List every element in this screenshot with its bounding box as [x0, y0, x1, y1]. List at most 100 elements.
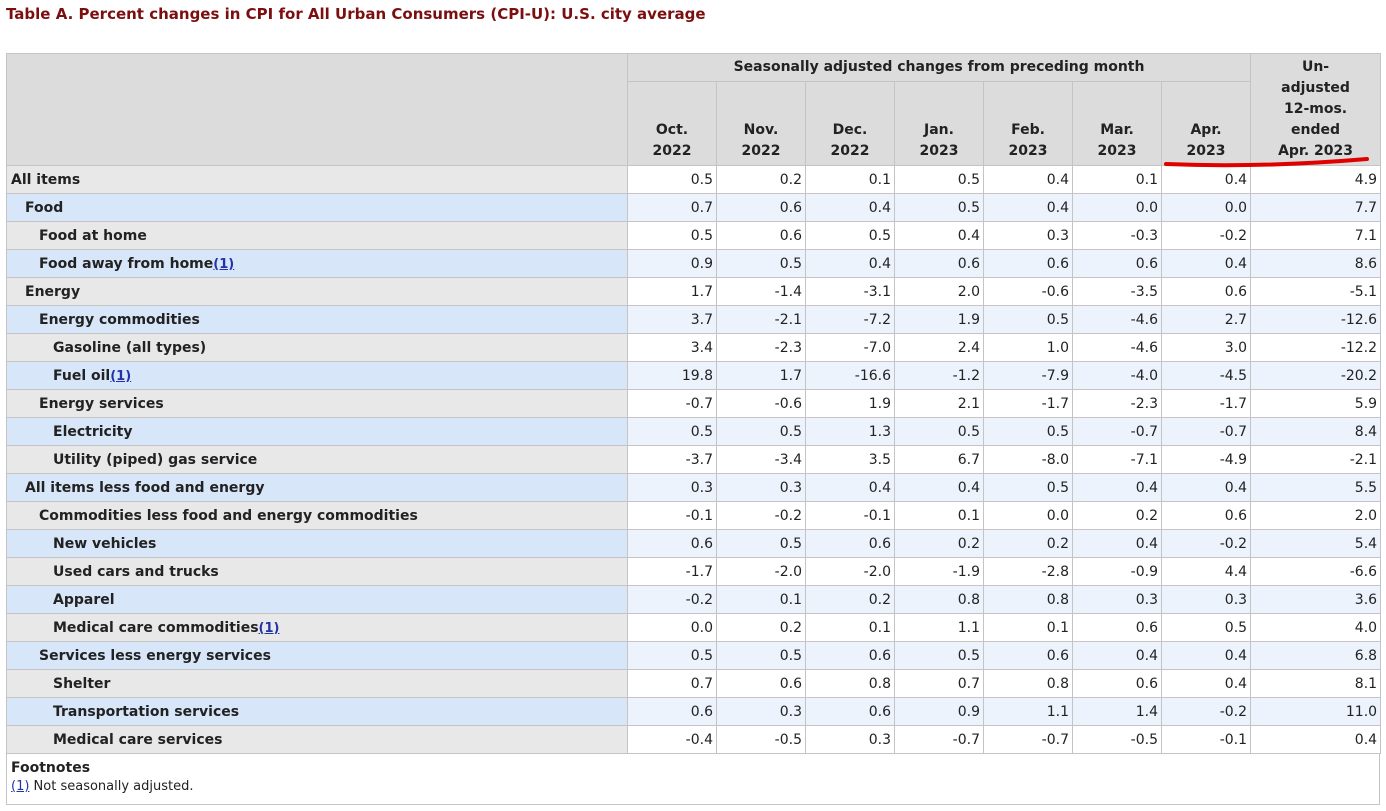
cell-value: 1.4 [1072, 697, 1162, 726]
cell-value: 0.2 [983, 529, 1073, 558]
cell-value: 0.5 [716, 641, 806, 670]
cell-value: 0.6 [805, 641, 895, 670]
cell-value: -4.9 [1160, 445, 1252, 474]
month-header: Apr. 2023 [1160, 81, 1252, 166]
cell-value: 0.3 [627, 473, 717, 502]
cell-value: -0.2 [716, 501, 806, 530]
cell-value: 6.7 [894, 445, 984, 474]
cell-value: -7.2 [805, 305, 895, 334]
cell-value: 0.8 [983, 669, 1073, 698]
unadjusted-header: Un-adjusted 12-mos. ended Apr. 2023 [1250, 53, 1382, 166]
cell-value: 0.2 [894, 529, 984, 558]
cell-value: -4.5 [1160, 361, 1252, 390]
cell-value: 0.5 [716, 417, 806, 446]
cell-value: -5.1 [1250, 277, 1382, 306]
row-label: Medical care commodities(1) [6, 613, 628, 642]
data-row: Used cars and trucks -1.7 -2.0 -2.0 -1.9 -2.8… [6, 557, 1382, 586]
cell-value: 0.4 [1160, 641, 1252, 670]
cell-value: 1.3 [805, 417, 895, 446]
row-label-text: Energy commodities [39, 311, 200, 328]
row-label: Food [6, 193, 628, 222]
cell-value: 8.1 [1250, 669, 1382, 698]
cell-value: 0.5 [627, 641, 717, 670]
row-label: Food at home [6, 221, 628, 250]
footnotes: Footnotes (1) Not seasonally adjusted. [6, 753, 1380, 805]
cell-value: -20.2 [1250, 361, 1382, 390]
cell-value: 0.3 [716, 473, 806, 502]
cell-value: -0.9 [1072, 557, 1162, 586]
cell-value: 0.5 [1160, 613, 1252, 642]
data-row: Transportation services 0.6 0.3 0.6 0.9 1.1 1.… [6, 697, 1382, 726]
cell-value: 0.4 [1160, 249, 1252, 278]
cell-value: 0.3 [983, 221, 1073, 250]
cell-value: 0.2 [716, 165, 806, 194]
cell-value: -12.6 [1250, 305, 1382, 334]
cell-value: 0.2 [716, 613, 806, 642]
cell-value: 0.0 [627, 613, 717, 642]
cell-value: -16.6 [805, 361, 895, 390]
cell-value: 0.8 [894, 585, 984, 614]
header-line: Un- [1301, 59, 1330, 75]
cell-value: 2.4 [894, 333, 984, 362]
cell-value: 0.0 [1072, 193, 1162, 222]
row-label: New vehicles [6, 529, 628, 558]
cell-value: 2.7 [1160, 305, 1252, 334]
cell-value: 5.9 [1250, 389, 1382, 418]
cell-value: 1.9 [805, 389, 895, 418]
cell-value: 0.6 [627, 529, 717, 558]
footnote-link[interactable]: (1) [110, 368, 132, 384]
cell-value: 0.5 [894, 165, 984, 194]
cell-value: -0.6 [983, 277, 1073, 306]
cell-value: -4.6 [1072, 333, 1162, 362]
cell-value: 3.7 [627, 305, 717, 334]
data-row: Gasoline (all types) 3.4 -2.3 -7.0 2.4 1.0 -4.… [6, 333, 1382, 362]
cell-value: 0.6 [1160, 277, 1252, 306]
cell-value: 1.7 [716, 361, 806, 390]
month-header: Dec. 2022 [805, 81, 895, 166]
cell-value: 0.4 [983, 193, 1073, 222]
cell-value: 0.4 [805, 249, 895, 278]
row-label: Shelter [6, 669, 628, 698]
cell-value: 0.4 [1250, 725, 1382, 754]
cell-value: -0.1 [805, 501, 895, 530]
header-line: ended [1291, 122, 1341, 138]
cell-value: 1.9 [894, 305, 984, 334]
row-label: All items [6, 165, 628, 194]
footnote-marker[interactable]: (1) [11, 779, 30, 794]
cell-value: -2.8 [983, 557, 1073, 586]
footnote-link[interactable]: (1) [213, 256, 235, 272]
row-label: Fuel oil(1) [6, 361, 628, 390]
row-label: Food away from home(1) [6, 249, 628, 278]
cell-value: 0.8 [805, 669, 895, 698]
header-row: Oct. 2022 Nov. 2022 Dec. 2022 Jan. 2023 Feb. 2023… [7, 81, 1381, 166]
row-label: Utility (piped) gas service [6, 445, 628, 474]
row-label-text: New vehicles [53, 535, 157, 552]
header-line: adjusted [1281, 80, 1350, 96]
cell-value: 0.3 [716, 697, 806, 726]
cell-value: 1.7 [627, 277, 717, 306]
cell-value: 0.5 [983, 305, 1073, 334]
header-line: 2023 [1097, 143, 1137, 159]
row-label: Gasoline (all types) [6, 333, 628, 362]
row-label: Commodities less food and energy commodi… [6, 501, 628, 530]
footnote-link[interactable]: (1) [258, 620, 280, 636]
row-label-text: Energy services [39, 395, 164, 412]
cell-value: -12.2 [1250, 333, 1382, 362]
header-line: Nov. [743, 122, 779, 138]
row-label: Transportation services [6, 697, 628, 726]
header-line: 2023 [1008, 143, 1048, 159]
cell-value: 5.4 [1250, 529, 1382, 558]
data-row: Energy services -0.7 -0.6 1.9 2.1 -1.7 -2.3 -1.… [6, 389, 1382, 418]
cell-value: -1.7 [627, 557, 717, 586]
group-header: Seasonally adjusted changes from precedi… [626, 53, 1252, 82]
header-line: Dec. [832, 122, 868, 138]
cell-value: 7.1 [1250, 221, 1382, 250]
cell-value: -0.6 [716, 389, 806, 418]
cell-value: 2.0 [894, 277, 984, 306]
cell-value: 6.8 [1250, 641, 1382, 670]
data-row: All items 0.5 0.2 0.1 0.5 0.4 0.1 0.4 4.9 [6, 165, 1382, 194]
cell-value: 0.2 [1072, 501, 1162, 530]
cell-value: 0.6 [1072, 249, 1162, 278]
table-title: Table A. Percent changes in CPI for All … [6, 5, 706, 23]
